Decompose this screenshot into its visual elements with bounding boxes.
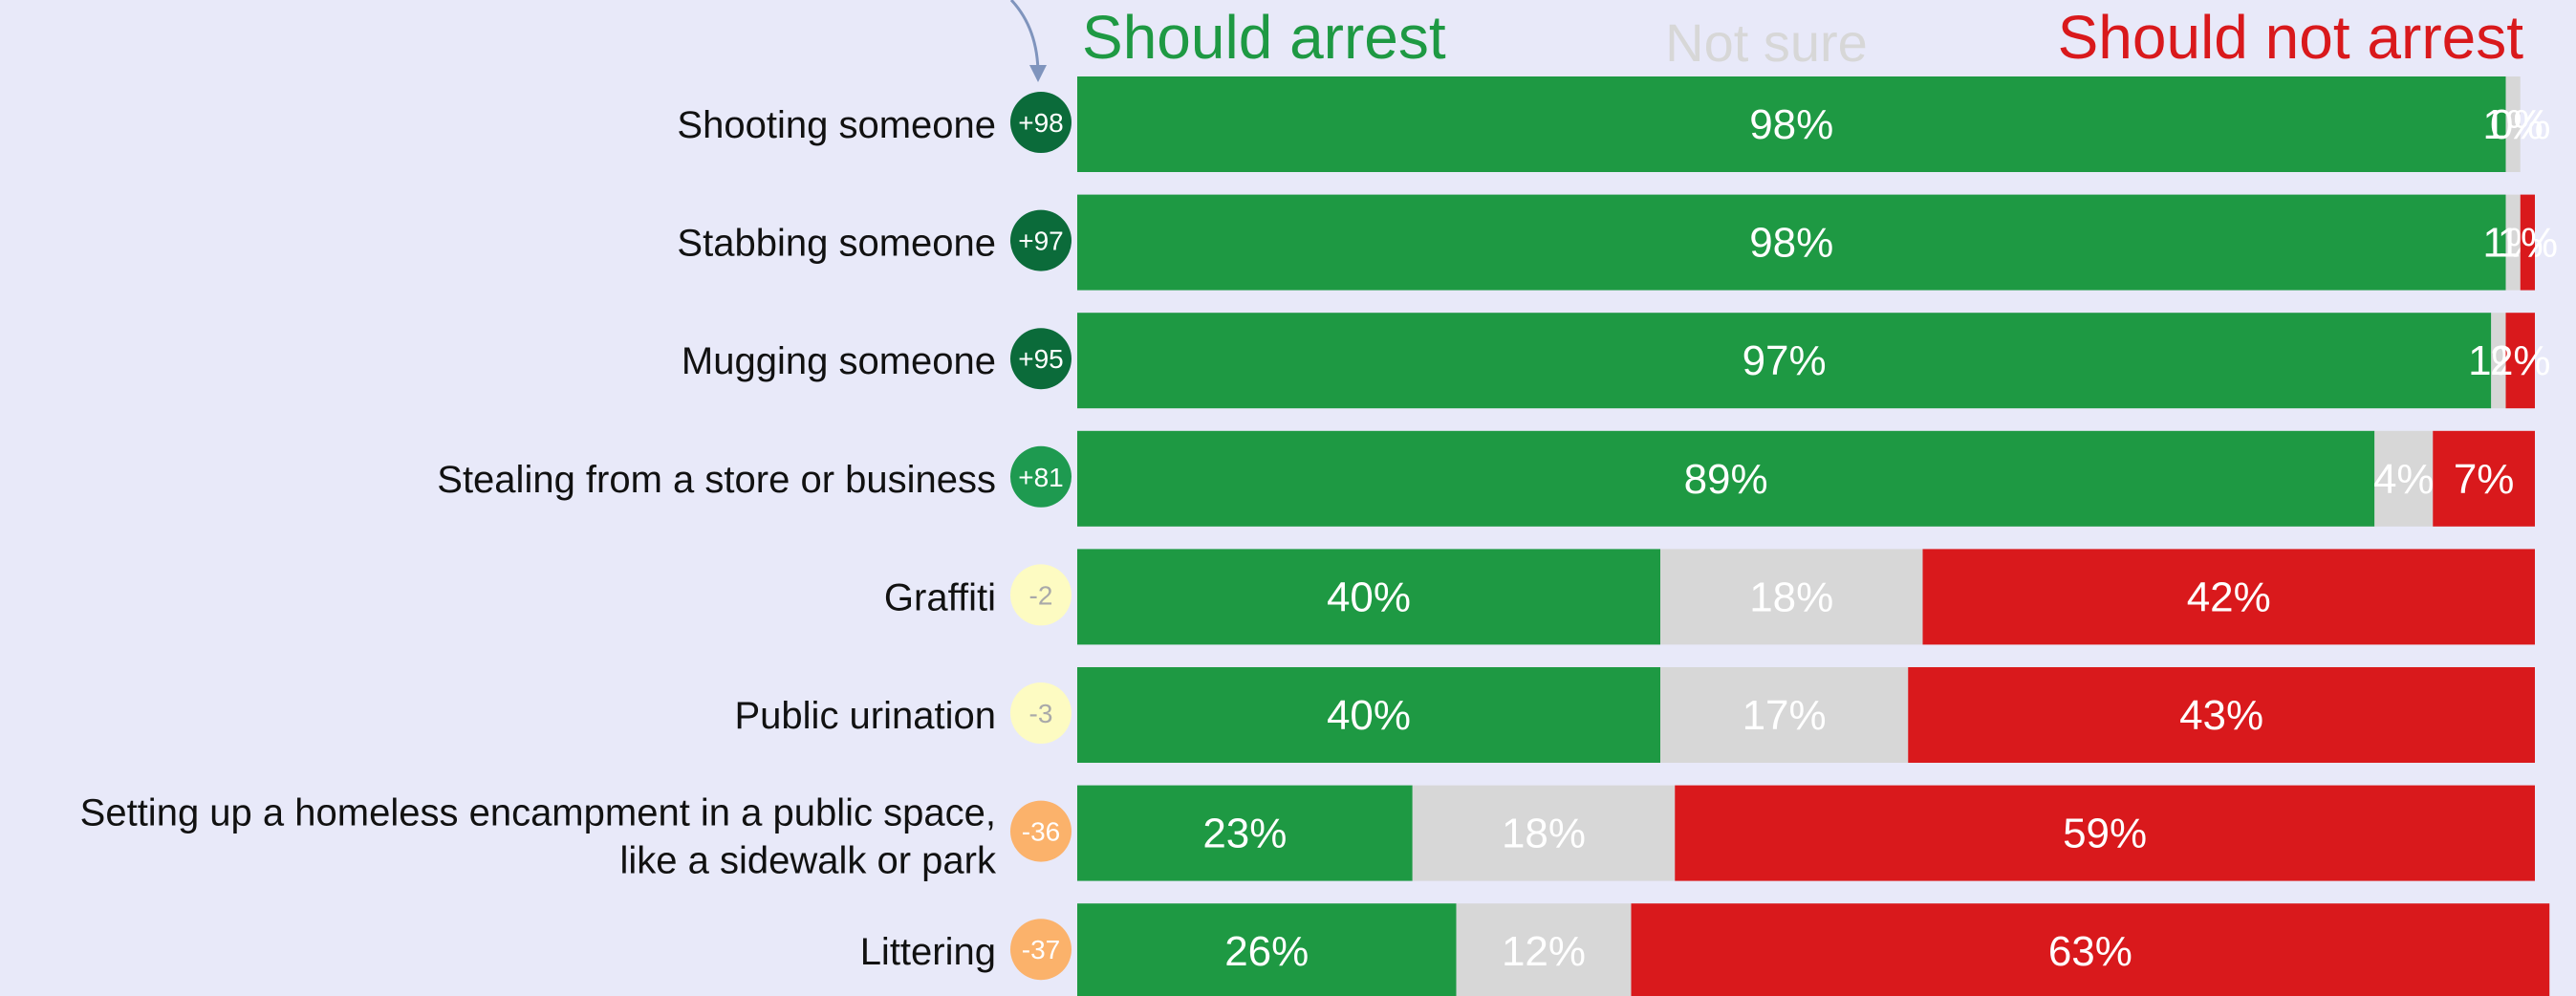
row-label: Stealing from a store or business (437, 459, 996, 501)
net-score-circle (1010, 682, 1072, 744)
net-score-circle (1010, 209, 1072, 271)
net-score-label: -2 (1029, 580, 1053, 610)
bar-should-not-arrest (1922, 549, 2535, 645)
bar-should-not-arrest (1631, 903, 2550, 996)
bar-not-sure (2374, 430, 2434, 527)
bar-should-not-arrest (1908, 667, 2535, 763)
net-score-label: -3 (1029, 699, 1053, 728)
bar-not-sure (1660, 549, 1923, 645)
bar-label-should-arrest: 98% (1749, 101, 1833, 148)
bar-label-not-sure: 4% (2373, 456, 2435, 503)
row-label-line: Setting up a homeless encampment in a pu… (80, 792, 996, 834)
bar-label-should-not-arrest: 43% (2179, 692, 2263, 739)
bar-should-arrest (1077, 430, 2375, 527)
header-should-not-arrest: Should not arrest (2058, 3, 2524, 72)
row-label: Littering (860, 931, 996, 973)
row-label: Setting up a homeless encampment in a pu… (80, 792, 997, 882)
bar-not-sure (2505, 76, 2521, 172)
bar-should-not-arrest (1675, 785, 2535, 881)
bar-should-arrest (1077, 667, 1660, 763)
bar-label-not-sure: 18% (1749, 574, 1833, 620)
bar-not-sure (2505, 194, 2521, 291)
row-label: Mugging someone (682, 340, 996, 382)
row-label: Public urination (735, 695, 997, 737)
header-not-sure: Not sure (1665, 12, 1868, 73)
bar-label-should-arrest: 23% (1202, 811, 1287, 857)
net-score-label: -36 (1022, 817, 1060, 847)
net-score-label: +97 (1018, 227, 1064, 256)
net-score-circle (1010, 919, 1072, 981)
net-score-circle (1010, 92, 1072, 153)
net-score-circle (1010, 445, 1072, 508)
row-label: Stabbing someone (677, 223, 996, 265)
bar-should-arrest (1077, 903, 1457, 996)
bar-label-not-sure: 17% (1743, 692, 1827, 739)
net-score-circle (1010, 328, 1072, 390)
net-score-label: +98 (1018, 108, 1064, 138)
bar-label-should-not-arrest: 2% (2490, 337, 2551, 384)
bar-label-should-not-arrest: 42% (2187, 574, 2271, 620)
bar-should-not-arrest (2505, 313, 2535, 409)
bar-not-sure (1660, 667, 1909, 763)
bar-should-not-arrest (2433, 430, 2535, 527)
bar-label-should-arrest: 40% (1327, 574, 1411, 620)
bar-should-arrest (1077, 785, 1413, 881)
header-should-arrest: Should arrest (1082, 3, 1446, 72)
bar-label-should-arrest: 89% (1684, 456, 1768, 503)
pointer-arrow (1009, 0, 1040, 76)
net-score-label: +81 (1018, 463, 1064, 492)
bar-label-should-not-arrest: 7% (2454, 456, 2515, 503)
row-label: Shooting someone (677, 104, 996, 146)
bar-label-should-not-arrest: 63% (2048, 928, 2132, 975)
bar-label-should-arrest: 98% (1749, 220, 1833, 267)
bar-not-sure (1412, 785, 1676, 881)
row-label: Graffiti (884, 576, 996, 618)
bar-label-should-not-arrest: 1% (2498, 220, 2559, 267)
bar-should-arrest (1077, 549, 1660, 645)
row-label-line: like a sidewalk or park (620, 840, 997, 882)
bar-should-not-arrest (2520, 194, 2535, 291)
bar-label-not-sure: 18% (1502, 811, 1586, 857)
bar-label-not-sure: 12% (1502, 928, 1586, 975)
bar-not-sure (1456, 903, 1632, 996)
bar-not-sure (2491, 313, 2506, 409)
bar-label-should-arrest: 26% (1224, 928, 1309, 975)
bar-should-arrest (1077, 76, 2506, 172)
bar-label-should-not-arrest: 59% (2063, 811, 2147, 857)
bar-label-should-arrest: 40% (1327, 692, 1411, 739)
bar-should-arrest (1077, 313, 2492, 409)
bar-label-should-arrest: 97% (1743, 337, 1827, 384)
bar-should-arrest (1077, 194, 2506, 291)
bar-label-should-not-arrest: 0% (2490, 101, 2551, 148)
net-score-circle (1010, 564, 1072, 626)
net-score-label: -37 (1022, 935, 1060, 964)
bar-label-not-sure: 1% (2482, 101, 2544, 148)
net-score-circle (1010, 800, 1072, 862)
pointer-arrowhead (1029, 65, 1047, 82)
net-score-label: +95 (1018, 344, 1064, 374)
